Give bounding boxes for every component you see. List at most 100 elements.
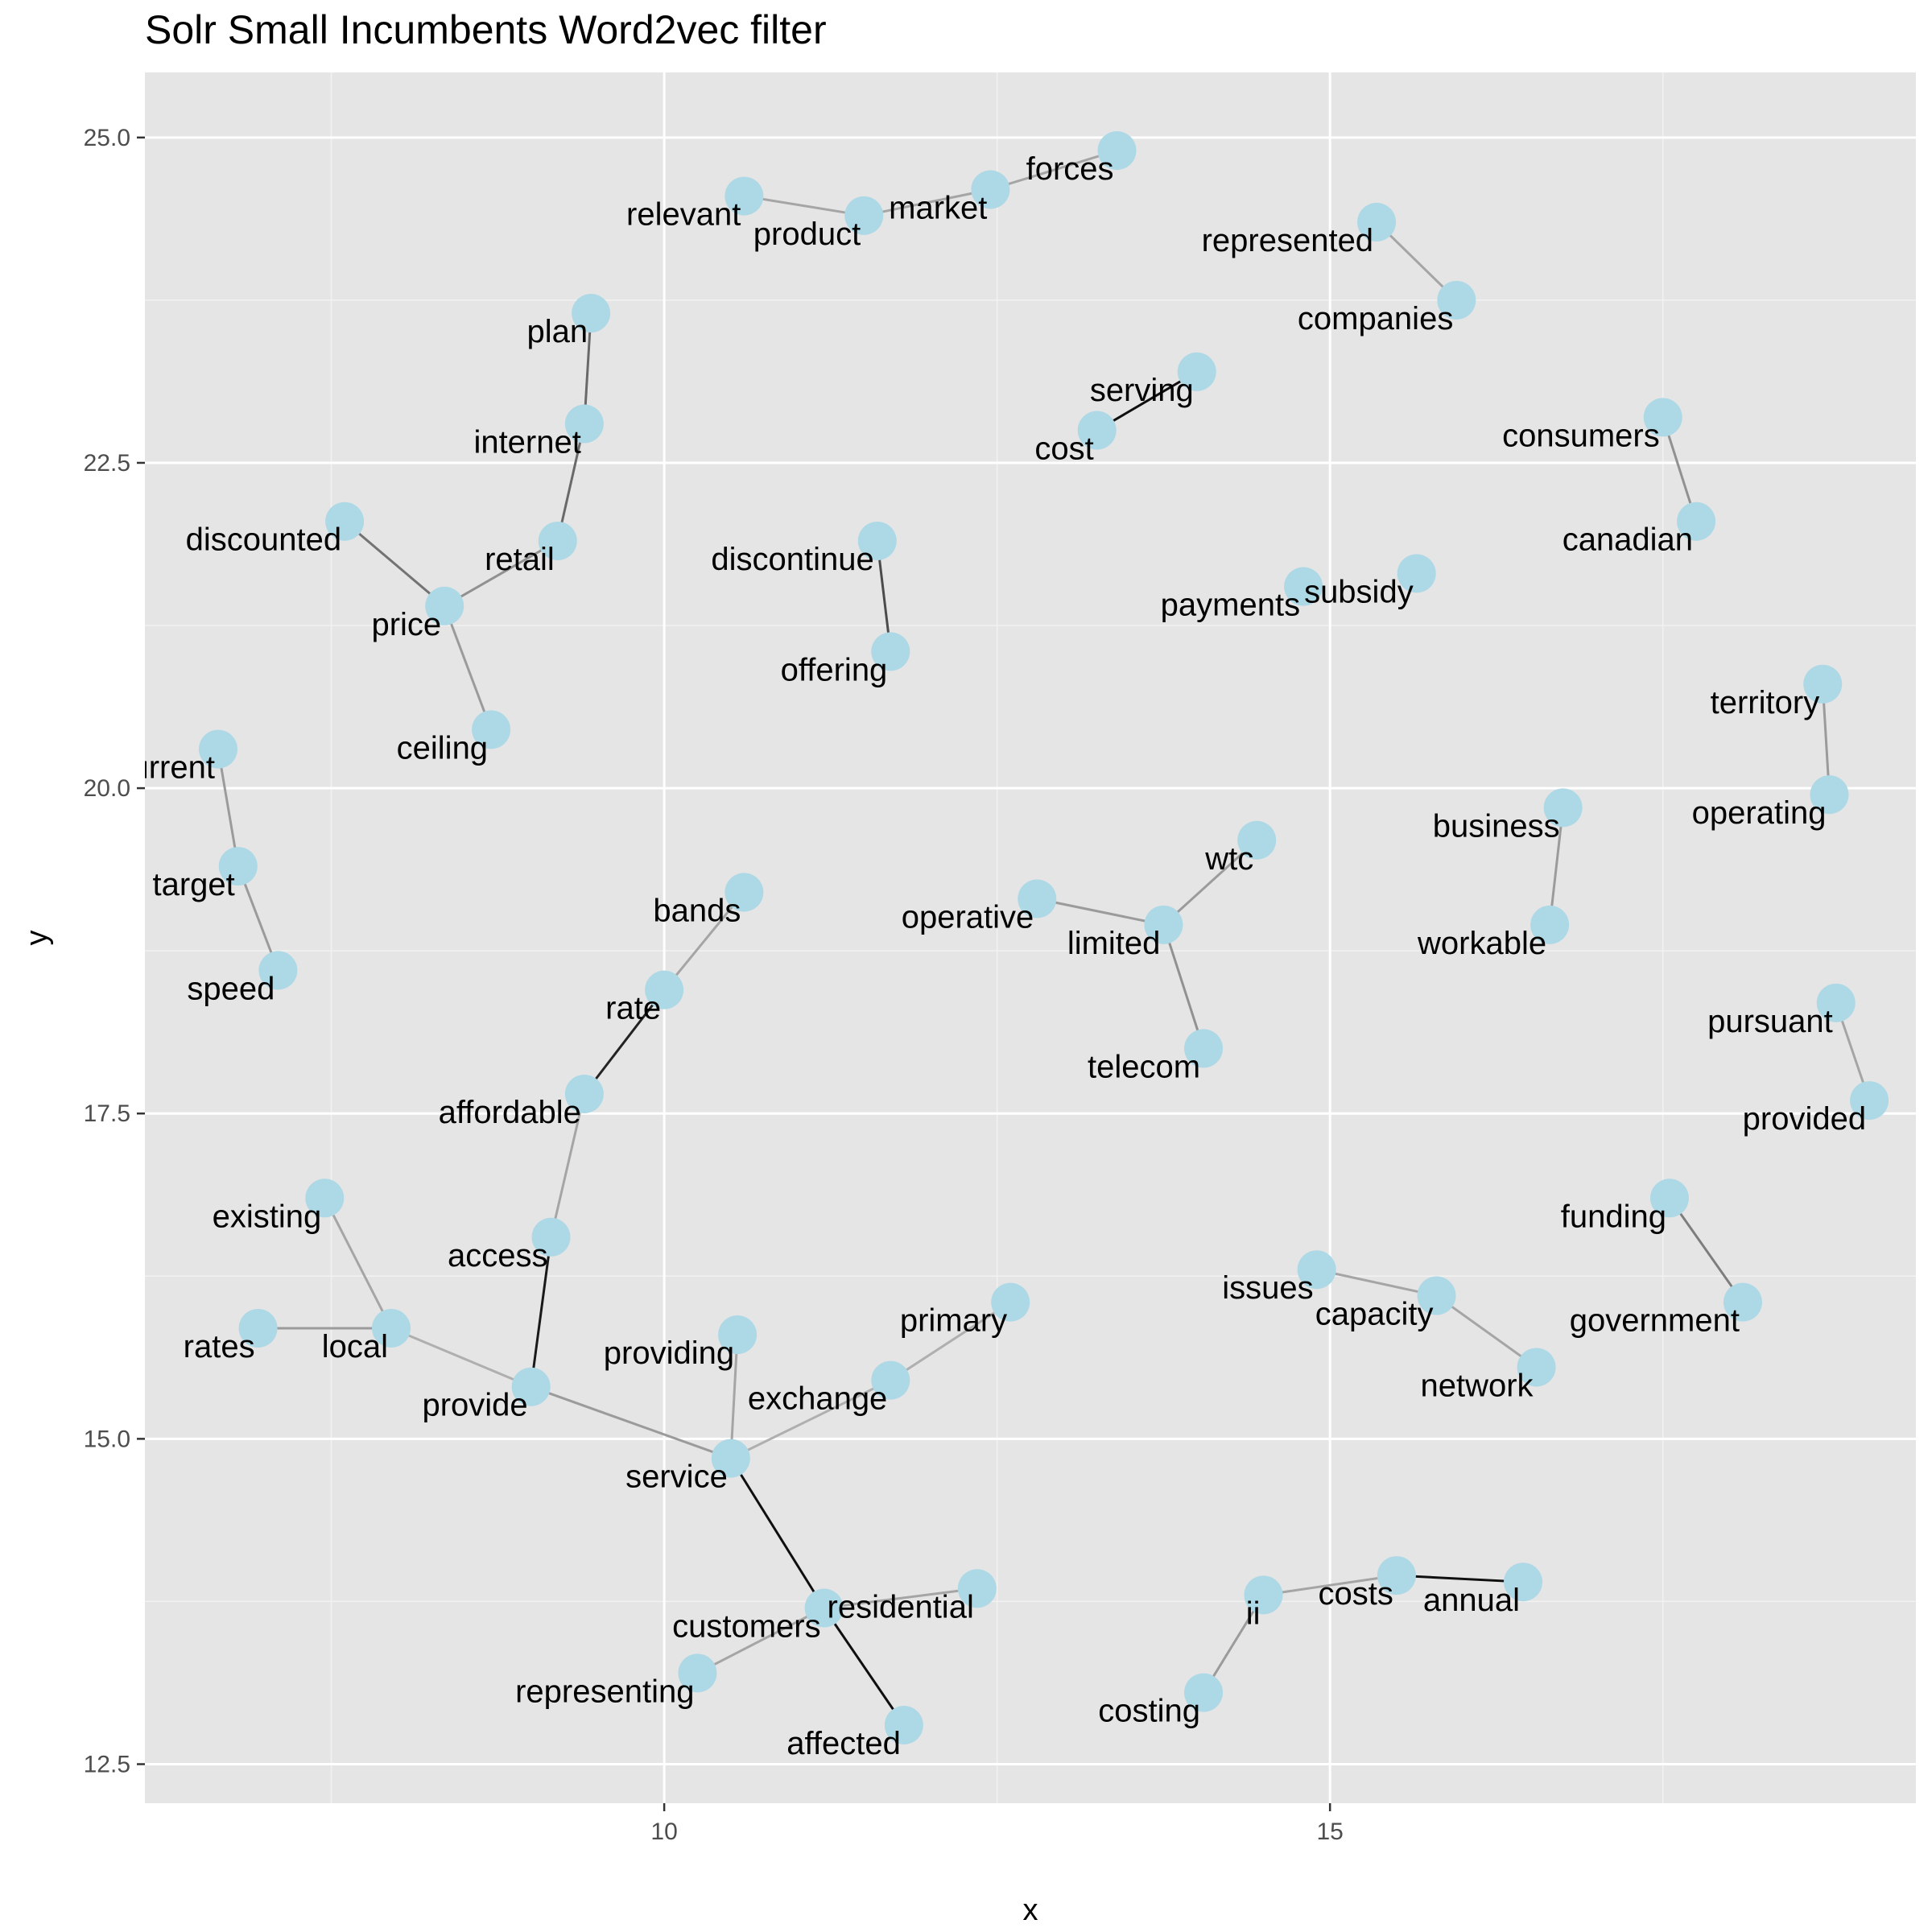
label-funding: funding xyxy=(1561,1199,1666,1234)
label-retail: retail xyxy=(485,542,555,577)
label-costing: costing xyxy=(1098,1694,1200,1729)
y-tick-label: 12.5 xyxy=(84,1752,130,1778)
label-telecom: telecom xyxy=(1088,1049,1200,1084)
edge-exchange-primary xyxy=(890,1301,1012,1381)
label-plan: plan xyxy=(527,314,588,349)
node-territory xyxy=(1803,664,1843,704)
label-existing: existing xyxy=(213,1199,322,1234)
node-wtc xyxy=(1237,820,1277,860)
node-forces xyxy=(1097,130,1137,170)
label-costs: costs xyxy=(1319,1576,1393,1612)
edge-ii-costs xyxy=(1263,1574,1397,1596)
edge-limited-wtc xyxy=(1162,839,1258,926)
label-primary: primary xyxy=(900,1303,1007,1339)
node-limited xyxy=(1144,905,1183,944)
label-operating: operating xyxy=(1692,795,1827,831)
node-costing xyxy=(1184,1673,1224,1712)
label-territory: territory xyxy=(1711,685,1820,720)
node-internet xyxy=(564,404,604,444)
node-government xyxy=(1723,1282,1762,1322)
label-current: current xyxy=(114,750,215,786)
plot-panel xyxy=(145,72,1916,1803)
edge-operative-limited xyxy=(1036,898,1164,927)
node-speed xyxy=(258,951,298,990)
edge-discounted-price xyxy=(344,520,446,607)
edge-local-provide xyxy=(390,1327,532,1389)
edge-customers-residential xyxy=(824,1587,978,1610)
node-serving xyxy=(1177,352,1216,391)
edge-funding-government xyxy=(1668,1197,1744,1303)
node-issues xyxy=(1297,1250,1336,1290)
label-customers: customers xyxy=(672,1609,821,1645)
label-canadian: canadian xyxy=(1563,522,1693,558)
node-bands xyxy=(724,873,764,912)
edge-price-ceiling xyxy=(443,605,493,730)
label-access: access xyxy=(448,1238,548,1274)
label-companies: companies xyxy=(1298,301,1453,336)
node-network xyxy=(1517,1348,1556,1387)
edge-bands-rate xyxy=(663,891,745,991)
y-tick-label: 20.0 xyxy=(84,775,130,802)
x-tick-label: 10 xyxy=(650,1818,677,1845)
y-tick-label: 17.5 xyxy=(84,1100,130,1127)
edge-service-customers xyxy=(729,1457,825,1609)
node-relevant xyxy=(724,176,764,216)
node-costs xyxy=(1377,1556,1416,1596)
label-consumers: consumers xyxy=(1502,418,1660,453)
node-companies xyxy=(1437,280,1476,320)
node-provided xyxy=(1850,1081,1889,1121)
edge-relevant-product xyxy=(744,195,865,217)
grid-lines xyxy=(145,72,1916,1803)
label-wtc: wtc xyxy=(1204,841,1253,877)
node-ceiling xyxy=(472,710,511,749)
node-residential xyxy=(957,1569,997,1608)
node-service xyxy=(711,1439,750,1478)
edge-provide-service xyxy=(530,1385,732,1460)
label-capacity: capacity xyxy=(1315,1297,1434,1332)
node-business xyxy=(1543,788,1583,828)
label-business: business xyxy=(1433,808,1560,844)
node-discontinue xyxy=(857,521,897,560)
label-offering: offering xyxy=(781,652,888,687)
label-workable: workable xyxy=(1417,926,1546,961)
node-consumers xyxy=(1643,398,1682,437)
node-funding xyxy=(1649,1179,1689,1218)
edge-limited-telecom xyxy=(1162,924,1205,1049)
label-forces: forces xyxy=(1026,151,1114,187)
label-represented: represented xyxy=(1202,223,1373,258)
node-payments xyxy=(1284,567,1323,606)
label-provided: provided xyxy=(1743,1101,1866,1137)
label-residential: residential xyxy=(828,1589,974,1624)
node-annual xyxy=(1504,1563,1543,1602)
node-plan xyxy=(572,294,611,333)
label-discontinue: discontinue xyxy=(711,542,873,577)
edge-market-forces xyxy=(989,149,1117,191)
label-issues: issues xyxy=(1222,1270,1313,1306)
node-affordable xyxy=(564,1074,604,1113)
node-rates xyxy=(238,1308,278,1348)
node-providing xyxy=(718,1315,758,1355)
edge-retail-price xyxy=(444,539,559,608)
node-pursuant xyxy=(1816,983,1856,1022)
label-rate: rate xyxy=(605,991,661,1026)
label-relevant: relevant xyxy=(626,197,741,233)
node-local xyxy=(372,1308,411,1348)
label-representing: representing xyxy=(515,1674,694,1709)
label-ii: ii xyxy=(1246,1596,1261,1631)
edge-existing-local xyxy=(323,1197,393,1329)
node-canadian xyxy=(1677,502,1716,541)
chart-title: Solr Small Incumbents Word2vec filter xyxy=(145,7,827,52)
edge-issues-capacity xyxy=(1316,1268,1437,1298)
node-access xyxy=(531,1217,571,1257)
word-labels: forces market relevant product represented co… xyxy=(114,151,1866,1761)
label-annual: annual xyxy=(1423,1583,1520,1618)
label-rates: rates xyxy=(184,1329,255,1364)
node-representing xyxy=(678,1653,717,1693)
node-primary xyxy=(991,1282,1030,1322)
edge-customers-representing xyxy=(696,1607,825,1674)
node-customers xyxy=(804,1588,844,1628)
node-cost xyxy=(1077,411,1117,450)
label-target: target xyxy=(152,867,234,902)
word-nodes xyxy=(198,130,1889,1745)
